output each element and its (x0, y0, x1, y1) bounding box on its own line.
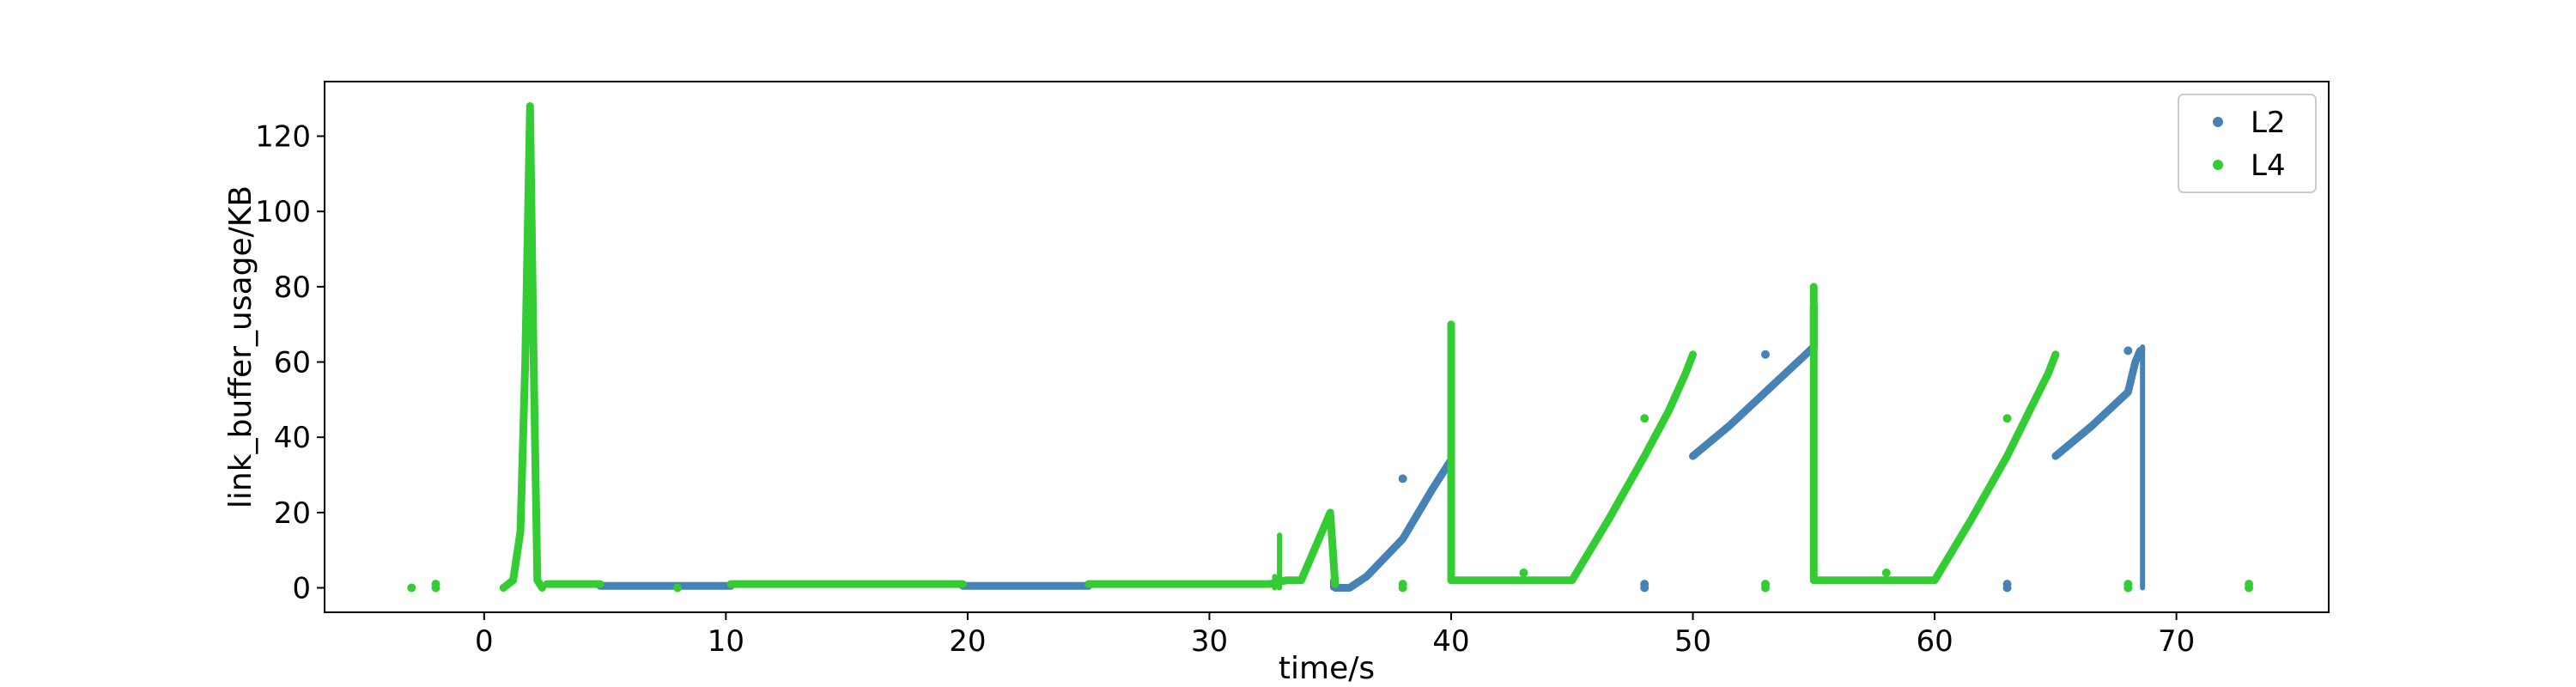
y-tick-label-0: 0 (292, 572, 311, 606)
x-tick-label-30: 30 (1191, 624, 1228, 659)
series-L2-point-6 (2123, 346, 2133, 356)
series-L4-point-9 (1881, 568, 1891, 577)
series-L4 (407, 102, 2254, 593)
x-axis-label: time/s (1279, 651, 1375, 686)
series-L2-point-3 (2002, 580, 2012, 589)
series-L2-run-2 (1331, 418, 1455, 592)
legend-box (2178, 94, 2317, 193)
series-L4-run-0 (499, 102, 546, 592)
series-L2-run-3 (1689, 301, 1818, 460)
plot-frame (324, 81, 2330, 613)
series-L4-point-14 (1640, 414, 1649, 423)
y-tick-label-80: 80 (274, 271, 311, 305)
series-L2-point-4 (1398, 474, 1407, 483)
series-L4-run-5 (1809, 283, 2060, 585)
y-tick-label-100: 100 (255, 195, 311, 229)
y-tick-label-120: 120 (255, 120, 311, 155)
x-tick-label-0: 0 (475, 624, 494, 659)
y-tick-label-20: 20 (274, 496, 311, 531)
y-tick-label-60: 60 (274, 346, 311, 380)
x-tick-label-60: 60 (1916, 624, 1953, 659)
series-L4-point-6 (1519, 568, 1528, 577)
series-L4-point-2 (431, 580, 440, 589)
y-tick-label-40: 40 (274, 421, 311, 455)
series-L2 (596, 301, 2146, 593)
series-L4-point-15 (2002, 414, 2012, 423)
legend-marker-L4 (2213, 160, 2223, 170)
legend-label-L2: L2 (2251, 106, 2286, 140)
series-L4-point-5 (1398, 580, 1407, 589)
x-tick-label-10: 10 (708, 624, 744, 659)
series-L4-run-3 (1084, 508, 1340, 588)
plot-area (407, 102, 2254, 593)
series-L4-run-4 (1447, 320, 1697, 585)
legend-label-L4: L4 (2251, 149, 2286, 183)
series-L4-point-13 (2245, 580, 2254, 589)
series-L4-point-3 (673, 583, 683, 593)
legend-marker-L2 (2213, 117, 2223, 127)
x-tick-label-70: 70 (2158, 624, 2195, 659)
x-tick-label-20: 20 (949, 624, 986, 659)
y-axis-label: link_buffer_usage/KB (223, 185, 258, 508)
series-L2-run-4 (2051, 346, 2144, 460)
series-L4-point-8 (1761, 580, 1771, 589)
series-L4-point-0 (407, 583, 416, 593)
series-L4-point-11 (2123, 580, 2133, 589)
x-tick-label-50: 50 (1674, 624, 1711, 659)
series-L2-point-5 (1761, 350, 1771, 359)
axes: 0 10 20 30 40 50 60 70 0 20 40 60 80 100 120 (255, 81, 2330, 659)
x-tick-label-40: 40 (1432, 624, 1469, 659)
series-L2-point-1 (1640, 580, 1649, 589)
